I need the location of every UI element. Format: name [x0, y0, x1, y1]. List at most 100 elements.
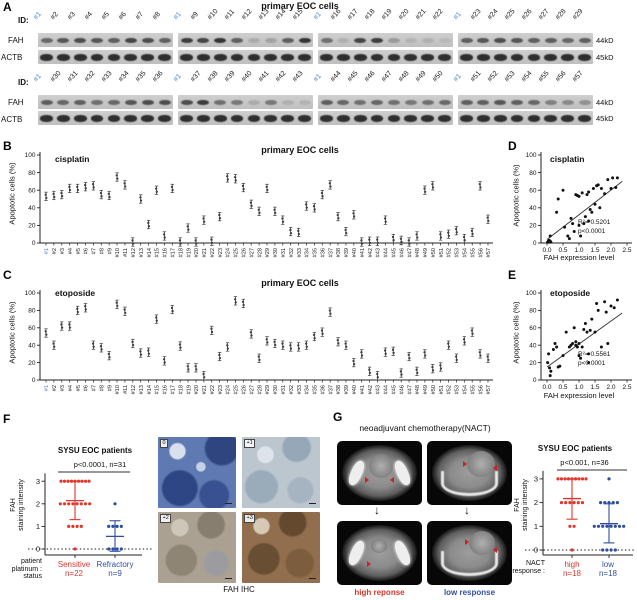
data-point	[408, 356, 411, 360]
data-point	[604, 310, 608, 314]
error-bar-Refractory	[106, 520, 124, 552]
data-point	[84, 183, 87, 187]
fah-band	[578, 37, 591, 43]
data-point	[297, 232, 301, 236]
x-tick-label: #50	[431, 248, 437, 257]
lane-id: #16	[329, 7, 343, 22]
actb-band	[510, 115, 524, 122]
data-point	[139, 199, 143, 202]
data-point	[408, 242, 411, 245]
axes: 0 20 40 60 80 100	[25, 152, 493, 247]
x-tick-label: #18	[178, 248, 184, 257]
data-point	[76, 185, 79, 188]
x-tick-label: #56	[478, 385, 484, 394]
fah-band	[477, 99, 490, 105]
data-point	[67, 502, 71, 506]
data-point	[577, 223, 581, 227]
data-point	[407, 239, 410, 242]
fah-band	[158, 37, 171, 43]
data-point	[179, 346, 182, 349]
data-point	[305, 345, 308, 348]
y-tick-label: 40	[28, 205, 36, 212]
panel-e-stats: R²= 0.5561 p<0.0001	[578, 350, 634, 368]
x-tick-label: #21	[202, 385, 208, 394]
data-point	[241, 300, 245, 303]
actb-band	[320, 54, 333, 61]
panel-e-x-axis-label: FAH expression level	[543, 391, 615, 400]
y-tick-label: 60	[28, 325, 36, 332]
x-tick-label: #9	[107, 385, 113, 391]
axes: 0 20 40 60 80 100	[25, 290, 493, 384]
fah-band	[197, 99, 210, 105]
low-name: low	[601, 560, 614, 569]
lane-id: #13	[257, 7, 271, 22]
actb-band	[493, 115, 507, 122]
x-tick-label: #19	[186, 248, 192, 257]
lane-id: #49	[414, 69, 428, 84]
actb-band	[438, 54, 451, 61]
data-point	[567, 237, 571, 241]
actb-gel-strip	[318, 111, 453, 125]
panel-f-letter: F	[3, 412, 11, 426]
x-tick-label: 0.5	[558, 247, 567, 254]
x-tick-label: #22	[210, 248, 216, 257]
x-tick-label: #53	[455, 385, 461, 394]
lane-id: #46	[363, 69, 377, 84]
fah-band	[388, 99, 400, 105]
fah-band	[544, 37, 557, 43]
data-point	[609, 304, 613, 308]
error-bar-low	[600, 503, 618, 544]
panel-b-letter: B	[3, 139, 12, 153]
fah-band	[124, 37, 137, 43]
actb-band	[196, 54, 210, 61]
actb-band	[141, 54, 155, 61]
data-point	[601, 524, 605, 528]
data-point	[100, 195, 103, 198]
data-point	[549, 369, 553, 373]
red-arrowhead	[465, 539, 469, 545]
y-tick-label: 60	[529, 325, 537, 332]
x-tick-label: #10	[115, 248, 121, 257]
data-point	[313, 208, 316, 211]
x-tick-label: #39	[344, 385, 350, 394]
y-tick-label: 80	[529, 170, 537, 177]
data-point	[60, 326, 64, 329]
x-tick-label: #46	[399, 385, 405, 394]
red-arrowhead	[463, 461, 467, 467]
data-point	[66, 479, 70, 483]
ct-scan-high-after	[337, 521, 422, 585]
data-point	[186, 225, 189, 228]
data-point	[67, 524, 71, 528]
data-point	[124, 311, 127, 315]
x-tick-label: #30	[273, 385, 279, 394]
actb-band	[230, 115, 244, 122]
data-point	[226, 175, 229, 178]
etoposide-correlation-scatter: 0 20 40 60 80 100 0.0 0.5 1.0 1.5 2.0 2.5	[526, 290, 632, 391]
actb-band	[281, 54, 295, 61]
fah-band	[561, 37, 574, 43]
y-tick-label: 1	[534, 522, 538, 531]
actb-band	[230, 54, 244, 61]
data-point	[83, 502, 88, 506]
x-tick-label: #52	[447, 248, 453, 257]
data-point	[84, 305, 87, 308]
x-tick-label: #29	[265, 248, 271, 257]
x-tick-label: #55	[470, 385, 476, 394]
fah-band	[438, 99, 451, 105]
x-tick-label: #52	[447, 385, 453, 394]
fah-band	[40, 37, 53, 43]
data-point	[611, 176, 615, 180]
data-point	[603, 300, 607, 304]
panel-g-caption-line1: NACT	[525, 560, 545, 567]
ihc-image-score3: +3	[242, 512, 320, 583]
data-point	[486, 355, 489, 358]
data-point	[352, 359, 355, 363]
actb-band	[298, 54, 311, 61]
data-point	[241, 184, 245, 188]
x-tick-label: #24	[226, 248, 232, 257]
panel-b-treatment-label: cisplatin	[55, 154, 90, 164]
lane-id: #48	[397, 69, 411, 84]
data-point	[297, 229, 300, 232]
caption-high-response: high reponse	[354, 588, 405, 597]
panel-f-title: SYSU EOC patients	[57, 446, 133, 455]
